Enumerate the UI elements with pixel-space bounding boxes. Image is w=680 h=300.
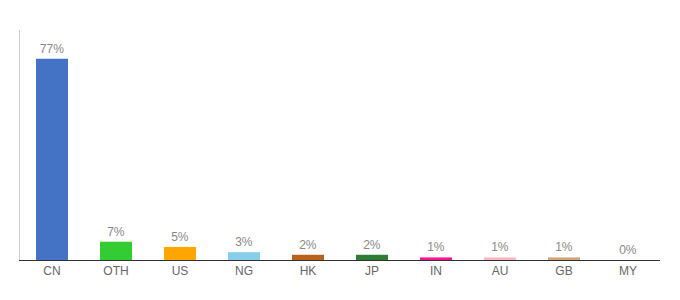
svg-text:US: US xyxy=(172,264,189,278)
svg-text:OTH: OTH xyxy=(103,264,128,278)
svg-text:NG: NG xyxy=(235,264,253,278)
svg-text:1%: 1% xyxy=(555,240,573,254)
svg-text:JP: JP xyxy=(365,264,379,278)
svg-text:1%: 1% xyxy=(491,240,509,254)
svg-text:2%: 2% xyxy=(363,238,381,252)
svg-text:CN: CN xyxy=(43,264,60,278)
svg-text:0%: 0% xyxy=(619,243,637,257)
svg-text:MY: MY xyxy=(619,264,637,278)
svg-text:77%: 77% xyxy=(40,42,64,56)
svg-text:HK: HK xyxy=(300,264,317,278)
svg-text:GB: GB xyxy=(555,264,572,278)
svg-text:7%: 7% xyxy=(107,225,125,239)
svg-text:AU: AU xyxy=(492,264,509,278)
svg-text:IN: IN xyxy=(430,264,442,278)
svg-text:2%: 2% xyxy=(299,238,317,252)
svg-text:1%: 1% xyxy=(427,240,445,254)
svg-text:3%: 3% xyxy=(235,235,253,249)
svg-text:5%: 5% xyxy=(171,230,189,244)
